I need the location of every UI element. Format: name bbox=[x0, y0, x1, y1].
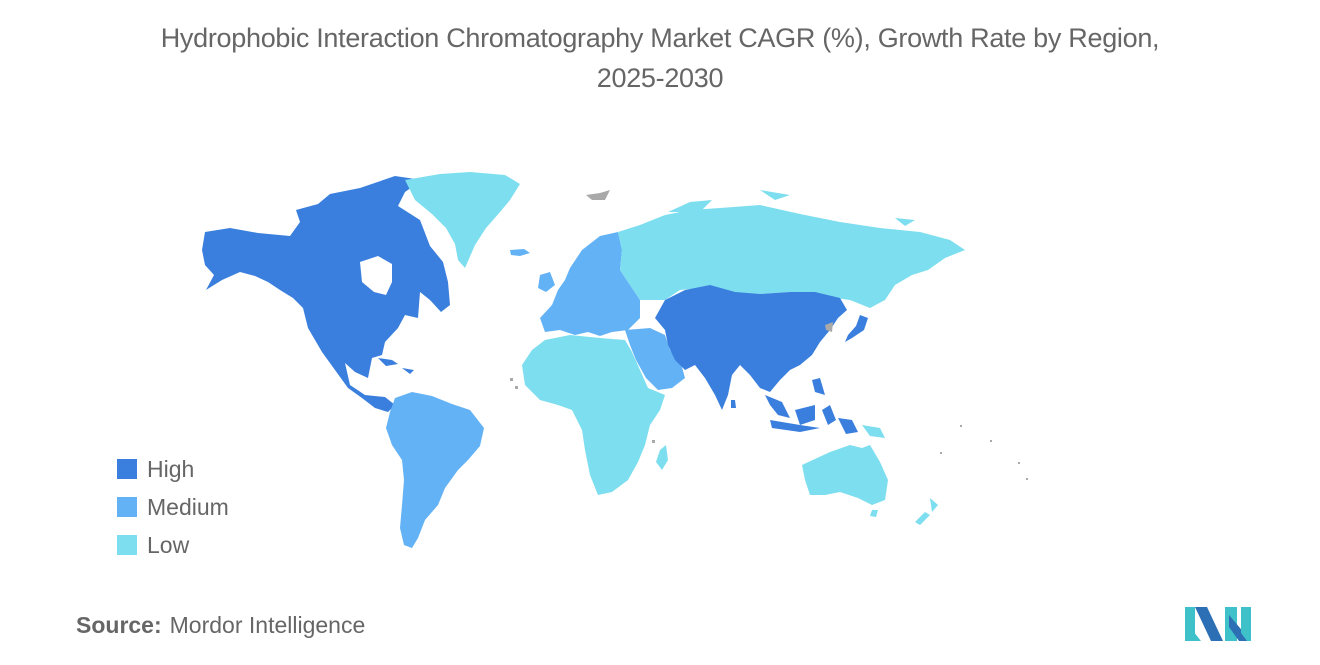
legend-swatch-low bbox=[117, 535, 137, 555]
legend-label: High bbox=[147, 455, 195, 482]
source-value: Mordor Intelligence bbox=[169, 612, 366, 638]
legend-item-high: High bbox=[117, 450, 229, 488]
region-middle-east bbox=[625, 328, 685, 390]
legend-item-medium: Medium bbox=[117, 488, 229, 526]
region-greenland bbox=[405, 172, 520, 268]
source-key: Source: bbox=[76, 612, 162, 638]
legend-label: Low bbox=[147, 531, 190, 558]
region-north-america bbox=[202, 176, 450, 412]
region-europe bbox=[540, 232, 640, 336]
no-data-islands bbox=[510, 190, 1028, 480]
region-south-america bbox=[386, 392, 484, 548]
chart-title-line2: 2025-2030 bbox=[596, 63, 724, 93]
region-australia bbox=[802, 445, 888, 505]
mordor-intelligence-logo-icon bbox=[1185, 607, 1251, 641]
map-legend: High Medium Low bbox=[117, 450, 229, 564]
legend-item-low: Low bbox=[117, 526, 229, 564]
legend-swatch-high bbox=[117, 459, 137, 479]
legend-swatch-medium bbox=[117, 497, 137, 517]
region-africa bbox=[522, 335, 665, 495]
region-russia bbox=[618, 205, 965, 308]
region-asia bbox=[655, 285, 847, 410]
chart-title-line1: Hydrophobic Interaction Chromatography M… bbox=[160, 23, 1160, 53]
chart-title: Hydrophobic Interaction Chromatography M… bbox=[0, 18, 1320, 98]
source-note: Source: Mordor Intelligence bbox=[76, 612, 365, 639]
legend-label: Medium bbox=[147, 493, 229, 520]
